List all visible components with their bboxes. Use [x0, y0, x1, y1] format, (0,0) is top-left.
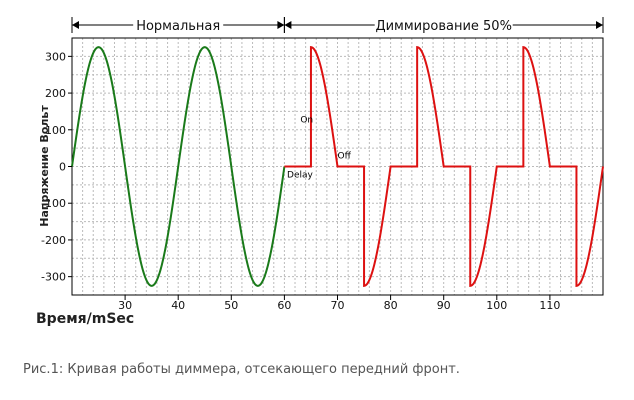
x-tick-label: 80	[384, 299, 398, 312]
annotation-label: Delay	[287, 171, 313, 181]
x-tick-label: 50	[224, 299, 238, 312]
y-tick-label: 100	[45, 124, 66, 137]
series	[71, 46, 604, 287]
section-label: Нормальная	[136, 19, 220, 34]
section-header: Диммирование 50%	[283, 16, 604, 34]
x-tick-label: 90	[437, 299, 451, 312]
series-line-normal	[71, 46, 286, 287]
x-tick-label: 100	[486, 299, 507, 312]
y-tick-label: 200	[45, 87, 66, 100]
annotation-label: On	[300, 115, 313, 125]
arrow-right-icon	[277, 21, 285, 29]
section-header: Нормальная	[71, 16, 285, 34]
series-line-dimmed	[284, 46, 604, 287]
x-tick-label: 110	[539, 299, 560, 312]
y-tick-label: -200	[41, 234, 66, 247]
y-tick-label: -300	[41, 271, 66, 284]
section-headers: Нормальная Диммирование 50%	[71, 16, 604, 34]
section-label-bg	[374, 16, 513, 34]
x-tick-label: 30	[118, 299, 132, 312]
arrow-right-icon	[596, 21, 603, 29]
x-tick-label: 70	[331, 299, 345, 312]
annotation-label: Off	[338, 151, 352, 161]
figure-caption: Рис.1: Кривая работы диммера, отсекающег…	[23, 362, 460, 377]
x-tick-label: 60	[277, 299, 291, 312]
y-tick-label: 300	[45, 50, 66, 63]
axis-ticks: 30 40 50 60 70 80 90 100 110 300 200 100 0 -100 -200 -3…	[41, 50, 560, 312]
annotations: On Off Delay	[287, 115, 352, 180]
x-axis-label: Время/mSec	[36, 311, 134, 327]
y-tick-label: -100	[41, 197, 66, 210]
y-tick-label: 0	[59, 161, 66, 174]
x-tick-label: 40	[171, 299, 185, 312]
y-axis-label: Напряжение Вольт	[38, 105, 51, 227]
section-label: Диммирование 50%	[375, 19, 511, 34]
arrow-left-icon	[72, 21, 79, 29]
section-label-bg	[133, 16, 224, 34]
arrow-left-icon	[284, 21, 292, 29]
